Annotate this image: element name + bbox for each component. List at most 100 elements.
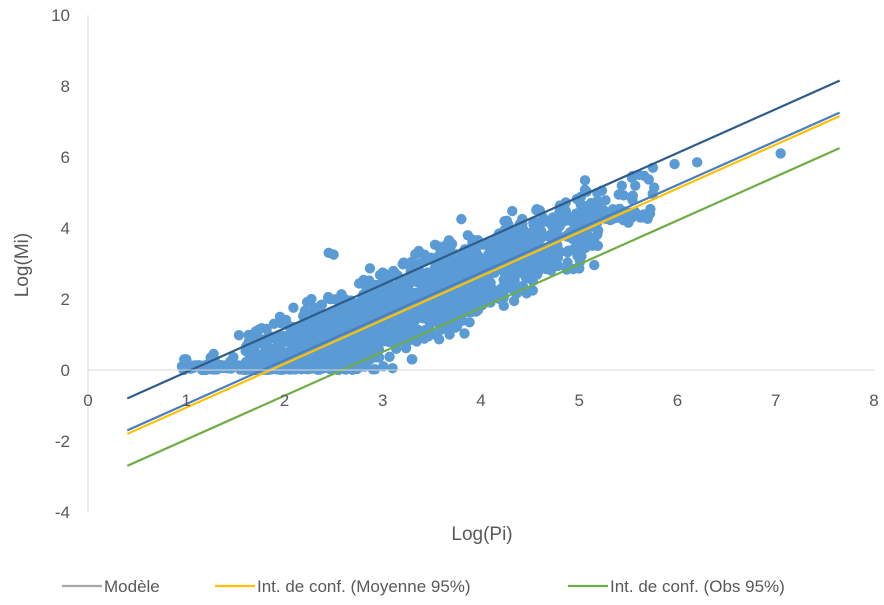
data-point	[384, 351, 395, 362]
x-tick-label: 0	[83, 391, 92, 410]
y-tick-label: -2	[55, 432, 70, 451]
y-tick-label: -4	[55, 503, 70, 522]
data-point	[508, 295, 520, 307]
data-point	[444, 329, 455, 340]
data-point	[422, 278, 433, 289]
data-point	[511, 225, 522, 237]
data-point	[328, 249, 339, 260]
data-point	[552, 260, 564, 272]
data-point	[481, 288, 492, 299]
data-point	[323, 293, 334, 304]
data-point	[507, 205, 518, 217]
data-point	[775, 148, 786, 159]
data-point	[430, 329, 441, 340]
scatter-points	[176, 148, 786, 376]
data-point	[407, 354, 418, 365]
data-point	[420, 253, 431, 264]
data-point	[501, 238, 512, 249]
data-point	[290, 334, 302, 345]
data-point	[459, 328, 470, 339]
data-point	[240, 345, 251, 357]
data-point	[473, 288, 484, 300]
data-point	[545, 229, 556, 240]
data-point	[456, 213, 467, 225]
regression-lines	[126, 79, 841, 467]
data-point	[528, 219, 539, 231]
data-point	[555, 210, 566, 221]
legend: Modèle Int. de conf. (Moyenne 95%) Int. de…	[62, 577, 785, 596]
data-point	[572, 250, 583, 262]
data-point	[634, 210, 645, 221]
x-tick-label: 5	[575, 391, 584, 410]
data-point	[554, 221, 565, 232]
data-point	[579, 175, 591, 186]
y-tick-label: 2	[61, 290, 70, 309]
series-line	[126, 79, 841, 400]
data-point	[429, 239, 441, 251]
series-line	[126, 115, 841, 435]
data-point	[383, 322, 394, 333]
data-point	[179, 354, 190, 365]
data-point	[669, 158, 680, 170]
data-point	[470, 246, 482, 258]
data-point	[501, 215, 513, 227]
data-point	[362, 312, 374, 323]
data-point	[233, 329, 245, 341]
data-point	[391, 331, 402, 342]
data-point	[547, 250, 558, 261]
data-point	[483, 279, 495, 290]
y-tick-label: 10	[51, 6, 70, 25]
x-tick-label: 1	[182, 391, 191, 410]
data-point	[623, 217, 634, 228]
data-point	[626, 192, 637, 203]
data-point	[440, 272, 451, 283]
data-point	[288, 302, 299, 313]
data-point	[333, 320, 345, 331]
data-point	[531, 204, 542, 216]
data-point	[590, 200, 602, 211]
data-point	[378, 361, 389, 372]
data-point	[691, 157, 703, 168]
data-point	[286, 325, 297, 336]
data-point	[387, 363, 398, 374]
x-axis-title: Log(Pi)	[451, 524, 512, 545]
data-point	[250, 347, 261, 358]
data-point	[306, 362, 318, 373]
data-point	[527, 285, 538, 296]
data-point	[414, 277, 426, 289]
data-point	[381, 333, 393, 344]
x-tick-labels: 0 1 2 3 4 5 6 7 8	[83, 391, 878, 410]
data-point	[359, 361, 370, 372]
data-point	[377, 267, 388, 278]
x-tick-label: 7	[771, 391, 780, 410]
data-point	[362, 303, 373, 314]
y-tick-label: 4	[61, 219, 70, 238]
data-point	[398, 318, 410, 330]
data-point	[275, 317, 286, 328]
data-point	[299, 305, 311, 317]
data-point	[318, 321, 330, 332]
data-point	[397, 259, 408, 270]
data-point	[287, 360, 298, 371]
data-point	[424, 313, 435, 324]
y-tick-label: 0	[61, 361, 70, 380]
series-line	[126, 111, 841, 432]
data-point	[534, 263, 545, 274]
data-point	[616, 180, 627, 191]
data-point	[410, 249, 421, 260]
data-point	[457, 287, 468, 299]
data-point	[429, 298, 441, 309]
data-point	[397, 279, 408, 291]
data-point	[577, 231, 589, 243]
data-point	[353, 350, 364, 361]
data-point	[589, 239, 601, 250]
data-point	[251, 360, 262, 371]
data-point	[308, 328, 319, 339]
data-point	[265, 346, 277, 357]
data-point	[340, 349, 351, 360]
data-point	[330, 351, 341, 362]
data-point	[589, 259, 600, 271]
data-point	[343, 316, 354, 327]
data-point	[301, 296, 313, 308]
